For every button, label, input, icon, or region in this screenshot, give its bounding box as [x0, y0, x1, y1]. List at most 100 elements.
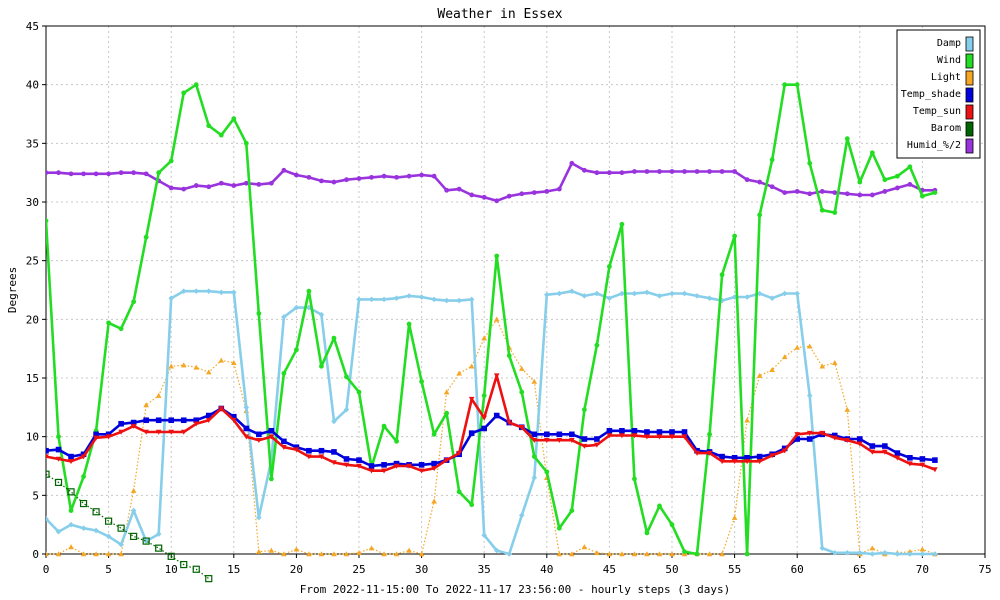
- data-point-temp-sun: [606, 433, 613, 439]
- data-point-temp-shade: [656, 429, 663, 435]
- data-point-temp-shade: [531, 431, 538, 438]
- data-point-temp-sun: [932, 467, 938, 473]
- data-point-humid-2: [569, 160, 575, 166]
- data-point-wind: [206, 123, 212, 129]
- data-point-wind: [456, 489, 462, 495]
- legend-label-temp-shade: Temp_shade: [901, 89, 961, 100]
- data-point-wind: [143, 234, 149, 240]
- data-point-wind: [819, 207, 825, 213]
- data-point-damp: [594, 290, 600, 297]
- data-point-damp: [93, 527, 99, 534]
- data-point-wind: [694, 551, 700, 557]
- data-point-wind: [644, 530, 650, 536]
- data-point-humid-2: [231, 183, 237, 188]
- data-point-wind: [844, 136, 850, 142]
- data-point-humid-2: [81, 171, 86, 177]
- y-tick-label: 20: [26, 313, 39, 326]
- data-point-temp-shade: [306, 447, 312, 454]
- data-point-humid-2: [118, 170, 124, 176]
- data-point-light: [831, 359, 838, 365]
- x-tick-label: 25: [352, 563, 365, 576]
- data-point-damp: [418, 294, 425, 300]
- data-point-damp: [556, 290, 563, 297]
- data-point-damp: [393, 295, 400, 302]
- data-point-light: [719, 551, 725, 557]
- data-point-temp-shade: [93, 431, 99, 438]
- data-point-damp: [443, 297, 450, 304]
- data-point-light: [231, 359, 237, 365]
- data-point-temp-sun: [706, 450, 713, 456]
- data-point-barom: [142, 537, 150, 545]
- data-point-light: [205, 369, 212, 375]
- data-point-temp-sun: [644, 434, 650, 440]
- x-tick-label: 50: [665, 563, 678, 576]
- data-point-damp: [581, 293, 588, 299]
- data-point-damp: [493, 547, 500, 554]
- data-point-temp-sun: [68, 459, 74, 465]
- data-point-wind: [782, 82, 788, 88]
- data-point-damp: [168, 295, 174, 302]
- data-point-humid-2: [794, 189, 800, 194]
- data-point-damp: [180, 288, 187, 294]
- data-point-temp-sun: [656, 434, 663, 440]
- y-tick-label: 5: [32, 489, 39, 502]
- data-point-damp: [781, 290, 788, 297]
- data-point-wind: [544, 469, 550, 475]
- data-point-humid-2: [494, 198, 500, 204]
- data-point-temp-shade: [155, 417, 162, 424]
- data-point-wind: [81, 474, 86, 479]
- data-point-temp-sun: [46, 454, 49, 460]
- data-point-wind: [744, 551, 750, 557]
- data-point-temp-sun: [544, 437, 550, 443]
- data-point-barom: [167, 552, 175, 560]
- data-point-humid-2: [894, 185, 900, 191]
- data-point-damp: [544, 291, 550, 298]
- data-point-light: [631, 551, 638, 557]
- data-point-temp-shade: [719, 453, 725, 460]
- y-axis-label: Degrees: [6, 267, 19, 313]
- data-point-temp-shade: [606, 428, 613, 434]
- data-point-light: [581, 544, 588, 550]
- data-point-temp-shade: [343, 456, 350, 462]
- data-point-temp-shade: [281, 438, 287, 445]
- data-point-temp-shade: [368, 463, 375, 469]
- data-point-temp-sun: [318, 454, 325, 460]
- data-point-wind: [444, 410, 450, 416]
- data-point-damp: [882, 550, 888, 556]
- data-point-damp: [306, 304, 312, 311]
- data-point-light: [143, 402, 149, 408]
- data-point-wind: [857, 179, 863, 185]
- data-point-temp-sun: [368, 468, 375, 474]
- data-point-light: [118, 551, 124, 557]
- data-point-wind: [381, 423, 387, 429]
- y-tick-label: 25: [26, 255, 39, 268]
- data-point-temp-sun: [744, 459, 750, 465]
- data-point-light: [418, 551, 425, 557]
- data-point-temp-sun: [669, 434, 675, 440]
- data-point-wind: [243, 140, 249, 146]
- data-point-barom: [67, 488, 75, 496]
- data-point-humid-2: [732, 169, 737, 174]
- data-point-temp-sun: [882, 449, 888, 455]
- plot-area: 0 5 10 15 20 25 30 35 40 45 0 5 10 15 20 25 30 35 40 45 50 55…: [26, 20, 992, 583]
- data-point-damp: [681, 290, 688, 297]
- data-point-temp-sun: [481, 415, 487, 421]
- data-point-temp-sun: [80, 454, 87, 460]
- data-point-temp-sun: [218, 406, 225, 412]
- data-point-damp: [105, 533, 112, 540]
- y-tick-label: 35: [26, 137, 39, 150]
- data-point-temp-sun: [518, 425, 525, 431]
- data-point-temp-sun: [193, 421, 200, 427]
- x-tick-label: 75: [978, 563, 991, 576]
- y-tick-label: 15: [26, 372, 39, 385]
- data-point-temp-sun: [894, 455, 901, 461]
- data-point-damp: [381, 296, 387, 303]
- data-point-wind: [757, 212, 763, 218]
- data-point-barom: [117, 524, 125, 532]
- data-point-wind: [569, 508, 575, 513]
- data-point-damp: [481, 532, 487, 539]
- series-damp: [46, 288, 938, 557]
- data-point-temp-shade: [143, 417, 149, 424]
- plot-frame: [45, 25, 986, 555]
- data-point-temp-sun: [844, 437, 851, 443]
